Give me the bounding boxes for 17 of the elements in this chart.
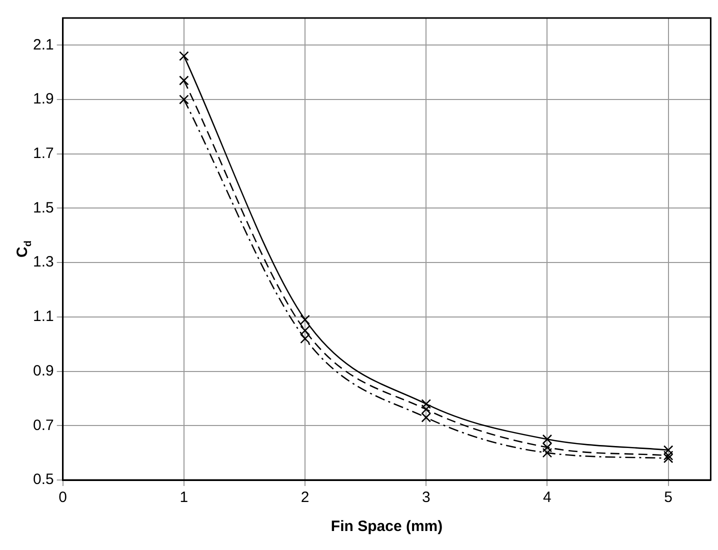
y-tick-label: 0.5 [32,471,54,488]
y-tick-label: 1.7 [32,145,54,162]
y-tick-label: 1.5 [32,199,54,216]
y-tick-label: 1.9 [32,90,54,108]
y-tick-label: 1.3 [32,254,54,271]
x-axis-title: Fin Space (mm) [330,518,443,536]
y-axis-title: Cd [14,240,34,258]
y-tick-label: 1.1 [32,308,54,326]
x-tick-label: 1 [180,489,188,506]
x-tick-label: 0 [58,489,68,506]
x-tick-label: 4 [543,489,552,506]
x-tick-label: 2 [300,489,310,506]
x-tick-label: 3 [422,489,430,506]
y-tick-label: 2.1 [32,36,54,54]
x-tick-label: 5 [664,489,672,506]
y-tick-label: 0.9 [32,362,54,380]
y-tick-label: 0.7 [32,416,54,434]
